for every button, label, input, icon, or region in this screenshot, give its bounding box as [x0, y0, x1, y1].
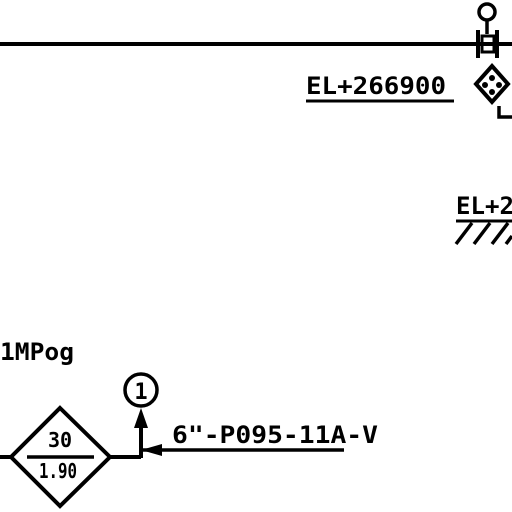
- value-diamond: 30 1.90: [8, 405, 113, 509]
- ground-hatch: [454, 221, 512, 246]
- node-number: 1: [134, 380, 147, 405]
- diamond-dot-top: [489, 75, 495, 81]
- valve-body-block: [480, 34, 496, 54]
- leader-arrow-up-icon: [134, 408, 148, 428]
- elevation-diamond-marker: [473, 62, 511, 106]
- diamond-marker-icon: [473, 62, 511, 106]
- elevation-label-2: EL+2: [456, 192, 512, 220]
- top-right-valve-symbol: [476, 2, 512, 58]
- line-spec-arrow-left-icon: [141, 444, 162, 456]
- elevation-label-1: EL+266900: [306, 72, 446, 100]
- line-spec-label: 6"-P095-11A-V: [172, 421, 378, 449]
- diamond-dot-bottom: [489, 89, 495, 95]
- pressure-label: 1MPog: [0, 338, 74, 366]
- node-bubble-icon: [123, 372, 159, 408]
- diamond-top-value: 30: [48, 428, 72, 452]
- instrument-bubble-icon: [477, 2, 497, 22]
- diamond-dot-left: [482, 82, 488, 88]
- diamond-dot-right: [496, 82, 502, 88]
- diamond-bottom-value: 1.90: [39, 459, 77, 483]
- corner-bracket: [497, 106, 512, 119]
